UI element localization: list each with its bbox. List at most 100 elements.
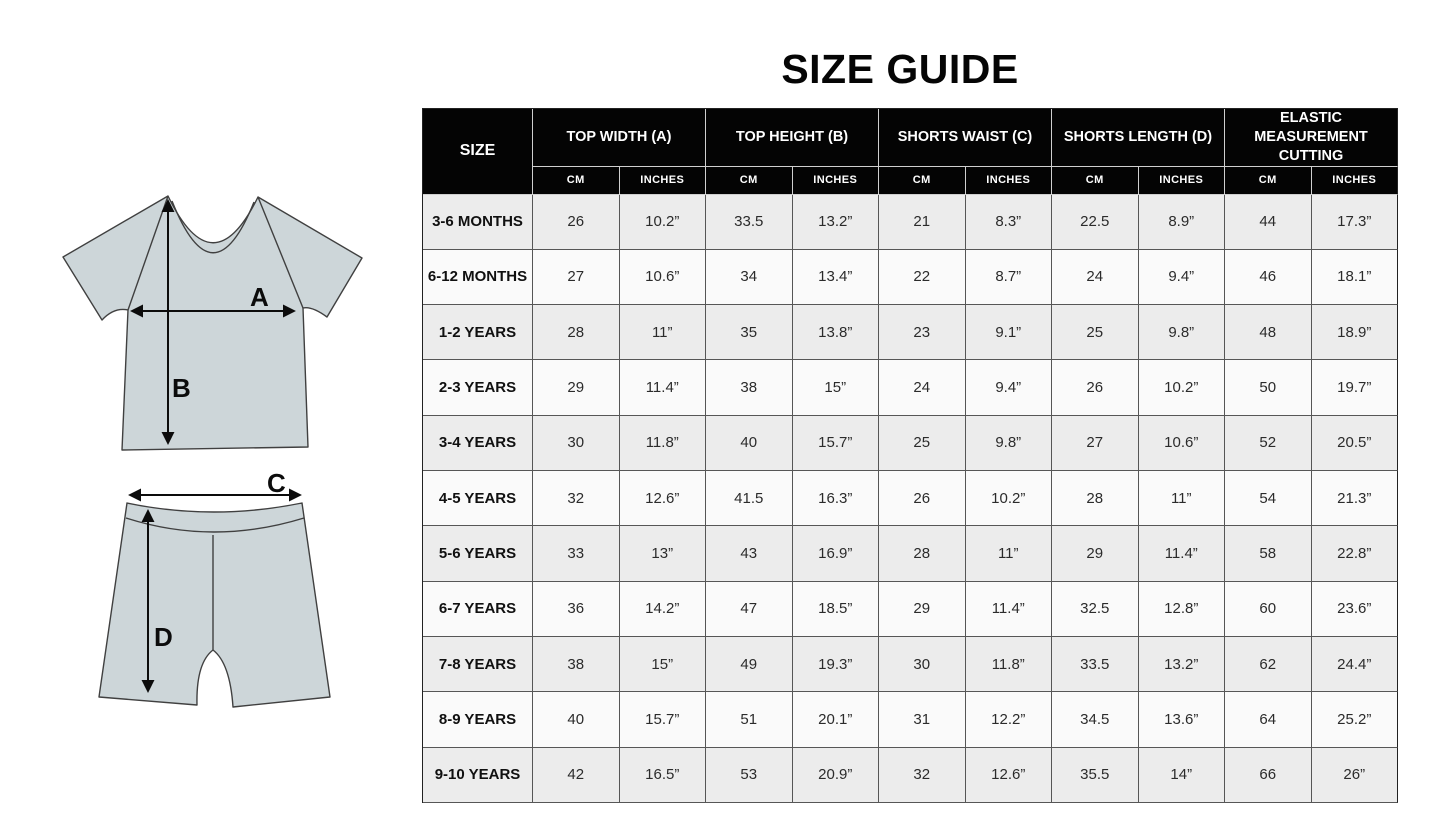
table-header: SIZE TOP WIDTH (A) TOP HEIGHT (B) SHORTS… bbox=[423, 109, 1398, 195]
measurement-cell: 33.5 bbox=[706, 194, 793, 250]
measurement-cell: 10.2” bbox=[619, 194, 706, 250]
measurement-cell: 8.7” bbox=[965, 249, 1052, 306]
measurement-cell: 34.5 bbox=[1052, 692, 1139, 748]
measure-label-a: A bbox=[250, 282, 269, 312]
measurement-cell: 35.5 bbox=[1052, 747, 1139, 803]
unit-header-inches: INCHES bbox=[1138, 166, 1225, 195]
measurement-cell: 53 bbox=[706, 747, 793, 803]
measurement-cell: 20.9” bbox=[792, 747, 879, 803]
measurement-cell: 15” bbox=[792, 360, 879, 416]
measurement-cell: 18.5” bbox=[792, 581, 879, 637]
measurement-cell: 26 bbox=[1052, 360, 1139, 416]
measurement-cell: 32 bbox=[879, 747, 966, 803]
table-row: 9-10 YEARS 42 16.5” 53 20.9” 32 12.6” 35.5 14” 66… bbox=[423, 747, 1398, 803]
measurement-cell: 15.7” bbox=[792, 415, 879, 472]
measurement-cell: 41.5 bbox=[706, 471, 793, 527]
tshirt-raglan-seams bbox=[127, 195, 304, 311]
measurement-cell: 28 bbox=[879, 526, 966, 582]
measurement-cell: 16.5” bbox=[619, 747, 706, 803]
measure-label-b: B bbox=[172, 373, 191, 403]
measurement-cell: 13.8” bbox=[792, 305, 879, 361]
measurement-cell: 44 bbox=[1225, 194, 1312, 250]
measurement-cell: 28 bbox=[1052, 471, 1139, 527]
size-label: 5-6 YEARS bbox=[423, 526, 533, 582]
measurement-cell: 11.4” bbox=[619, 360, 706, 416]
tshirt-illustration: A B bbox=[62, 195, 363, 451]
measurement-cell: 64 bbox=[1225, 692, 1312, 748]
measurement-cell: 47 bbox=[706, 581, 793, 637]
table-row: 6-12 MONTHS 27 10.6” 34 13.4” 22 8.7” 24 9.4” 46 1… bbox=[423, 249, 1398, 306]
measurement-cell: 8.9” bbox=[1138, 194, 1225, 250]
measurement-cell: 33.5 bbox=[1052, 636, 1139, 693]
measurement-cell: 60 bbox=[1225, 581, 1312, 637]
unit-header-cm: CM bbox=[706, 166, 793, 195]
unit-header-inches: INCHES bbox=[619, 166, 706, 195]
unit-header-inches: INCHES bbox=[965, 166, 1052, 195]
tshirt-collar-line bbox=[171, 200, 255, 254]
table-row: 3-4 YEARS 30 11.8” 40 15.7” 25 9.8” 27 10.6” 52 20… bbox=[423, 415, 1398, 472]
measurement-cell: 23.6” bbox=[1311, 581, 1398, 637]
measurement-cell: 20.1” bbox=[792, 692, 879, 748]
measurement-cell: 12.2” bbox=[965, 692, 1052, 748]
size-label: 6-12 MONTHS bbox=[423, 249, 533, 306]
column-header-top-width: TOP WIDTH (A) bbox=[533, 109, 706, 167]
measurement-cell: 28 bbox=[533, 305, 620, 361]
measurement-cell: 22.5 bbox=[1052, 194, 1139, 250]
measurement-cell: 38 bbox=[706, 360, 793, 416]
measurement-cell: 9.4” bbox=[1138, 249, 1225, 306]
measurement-cell: 32.5 bbox=[1052, 581, 1139, 637]
measurement-cell: 11” bbox=[965, 526, 1052, 582]
unit-header-row: CM INCHES CM INCHES CM INCHES CM INCHES CM INCHES bbox=[423, 166, 1398, 195]
shorts-outline bbox=[98, 502, 331, 708]
measurement-cell: 18.9” bbox=[1311, 305, 1398, 361]
unit-header-inches: INCHES bbox=[1311, 166, 1398, 195]
size-label: 9-10 YEARS bbox=[423, 747, 533, 803]
measurement-cell: 31 bbox=[879, 692, 966, 748]
measurement-cell: 34 bbox=[706, 249, 793, 306]
measurement-cell: 62 bbox=[1225, 636, 1312, 693]
measurement-cell: 11” bbox=[1138, 471, 1225, 527]
measurement-cell: 9.8” bbox=[965, 415, 1052, 472]
tshirt-outline bbox=[62, 195, 363, 451]
measurement-cell: 14” bbox=[1138, 747, 1225, 803]
measurement-cell: 20.5” bbox=[1311, 415, 1398, 472]
measurement-cell: 8.3” bbox=[965, 194, 1052, 250]
measure-label-d: D bbox=[154, 622, 173, 652]
shorts-illustration: C D bbox=[98, 468, 331, 708]
measurement-cell: 21 bbox=[879, 194, 966, 250]
table-row: 8-9 YEARS 40 15.7” 51 20.1” 31 12.2” 34.5 13.6” 6… bbox=[423, 692, 1398, 748]
measurement-cell: 66 bbox=[1225, 747, 1312, 803]
unit-header-cm: CM bbox=[533, 166, 620, 195]
measurement-cell: 13.2” bbox=[1138, 636, 1225, 693]
measurement-cell: 12.6” bbox=[619, 471, 706, 527]
size-label: 7-8 YEARS bbox=[423, 636, 533, 693]
measurement-cell: 9.8” bbox=[1138, 305, 1225, 361]
measurement-cell: 10.6” bbox=[1138, 415, 1225, 472]
unit-header-cm: CM bbox=[1225, 166, 1312, 195]
measurement-cell: 25 bbox=[1052, 305, 1139, 361]
measurement-cell: 10.2” bbox=[965, 471, 1052, 527]
measurement-cell: 35 bbox=[706, 305, 793, 361]
measurement-cell: 54 bbox=[1225, 471, 1312, 527]
unit-header-inches: INCHES bbox=[792, 166, 879, 195]
measurement-cell: 58 bbox=[1225, 526, 1312, 582]
measurement-cell: 17.3” bbox=[1311, 194, 1398, 250]
table-row: 1-2 YEARS 28 11” 35 13.8” 23 9.1” 25 9.8” 48 18.9” bbox=[423, 305, 1398, 361]
measurement-cell: 38 bbox=[533, 636, 620, 693]
measurement-cell: 42 bbox=[533, 747, 620, 803]
column-header-top-height: TOP HEIGHT (B) bbox=[706, 109, 879, 167]
measurement-cell: 19.7” bbox=[1311, 360, 1398, 416]
measurement-cell: 52 bbox=[1225, 415, 1312, 472]
measurement-cell: 22.8” bbox=[1311, 526, 1398, 582]
measurement-cell: 25 bbox=[879, 415, 966, 472]
measurement-cell: 40 bbox=[706, 415, 793, 472]
measurement-cell: 40 bbox=[533, 692, 620, 748]
measurement-cell: 29 bbox=[1052, 526, 1139, 582]
measurement-cell: 21.3” bbox=[1311, 471, 1398, 527]
measurement-cell: 50 bbox=[1225, 360, 1312, 416]
measurement-cell: 14.2” bbox=[619, 581, 706, 637]
size-label: 2-3 YEARS bbox=[423, 360, 533, 416]
size-label: 3-4 YEARS bbox=[423, 415, 533, 472]
measurement-cell: 11.4” bbox=[965, 581, 1052, 637]
